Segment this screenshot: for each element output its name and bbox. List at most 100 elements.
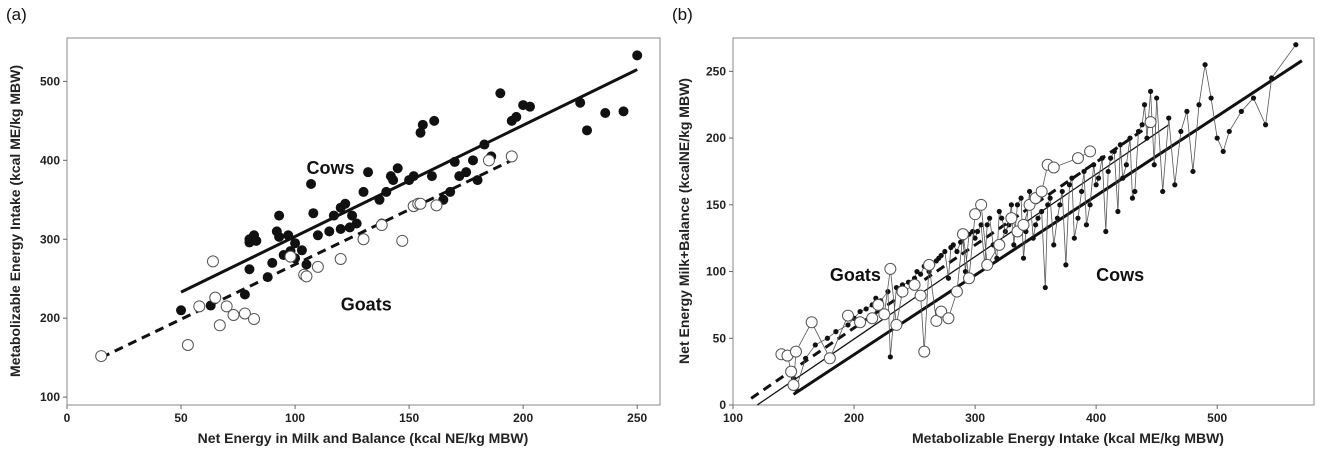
cow-point <box>1008 202 1014 208</box>
x-tick-label: 250 <box>627 411 647 425</box>
connector-line <box>1117 144 1121 212</box>
connector-line <box>1049 198 1055 245</box>
cow-point <box>1091 162 1097 168</box>
cow-point <box>328 210 339 221</box>
cow-point <box>408 171 419 182</box>
y-tick-label: 100 <box>706 265 726 279</box>
cow-point <box>1178 128 1184 135</box>
cow-point <box>296 245 307 256</box>
cow-point <box>1035 215 1041 221</box>
goat-point <box>914 289 927 302</box>
cow-point <box>1079 188 1085 195</box>
y-axis-label-a: Metabolizable Energy Intake (kcal ME/kg … <box>7 65 23 377</box>
cow-point <box>1020 255 1027 261</box>
connector-line <box>1271 44 1297 79</box>
goat-point <box>181 339 194 352</box>
connector-line <box>1174 131 1182 185</box>
cow-point <box>1220 148 1226 155</box>
connector-line <box>1098 158 1103 179</box>
y-tick-label: 50 <box>713 331 727 345</box>
connector-line <box>1119 144 1124 179</box>
cow-point <box>994 255 1000 261</box>
cow-point <box>954 248 960 255</box>
cow-point <box>239 289 250 300</box>
goat-point <box>284 250 297 263</box>
x-tick-label: 200 <box>844 411 864 425</box>
cow-point <box>1144 135 1150 141</box>
connector-line <box>883 268 891 315</box>
connector-line <box>1156 98 1164 192</box>
cow-point <box>1160 188 1166 195</box>
cow-point <box>1071 235 1077 241</box>
goat-point <box>482 154 495 167</box>
x-tick-label: 100 <box>285 411 305 425</box>
cow-point <box>1059 188 1065 195</box>
y-tick-label: 300 <box>40 232 60 246</box>
connector-line <box>948 247 952 279</box>
cow-point <box>1127 135 1133 141</box>
cow-point <box>984 222 990 228</box>
goat-point <box>981 258 994 271</box>
ticks-b: 100 200 300 400 500 0 50 100 150 200 250 <box>706 64 1228 425</box>
goat-point <box>805 316 818 329</box>
cow-point <box>1103 228 1109 235</box>
annotation-goats-b: Goats <box>830 265 881 285</box>
connector-line <box>980 204 988 265</box>
cow-point <box>445 186 456 197</box>
goat-point <box>227 309 240 322</box>
y-tick-label: 100 <box>40 390 60 404</box>
plot-frame-b <box>732 37 1315 406</box>
x-tick-label: 400 <box>1086 411 1106 425</box>
cow-point <box>887 354 893 360</box>
x-tick-label: 300 <box>965 411 985 425</box>
connector-line <box>1023 231 1027 259</box>
connector-line <box>887 291 891 357</box>
connector-line <box>928 264 937 321</box>
cow-point <box>857 308 863 315</box>
cow-point <box>358 186 369 197</box>
annotation-cows-b: Cows <box>1096 265 1144 285</box>
cow-point <box>274 231 285 242</box>
cow-point <box>1202 62 1208 68</box>
connector-line <box>968 214 976 279</box>
cow-point <box>1083 222 1090 228</box>
y-tick-label: 200 <box>40 311 60 325</box>
cow-point <box>1018 195 1024 201</box>
connector-line <box>1073 218 1079 239</box>
cow-point <box>845 322 851 328</box>
cow-point <box>1069 175 1075 181</box>
cow-point <box>942 248 948 255</box>
connector-line <box>980 224 986 265</box>
cow-point <box>351 218 362 229</box>
cow-point <box>972 235 978 241</box>
connector-line <box>1168 118 1176 185</box>
connector-line <box>1086 204 1091 225</box>
cow-point <box>1042 284 1048 291</box>
connector-line <box>1253 97 1266 125</box>
cow-point <box>600 107 611 118</box>
connector-line <box>1210 97 1218 139</box>
goat-point <box>908 278 921 291</box>
connector-line <box>956 234 964 292</box>
x-axis-label-a: Net Energy in Milk and Balance (kcal NE/… <box>198 430 529 446</box>
y-tick-label: 200 <box>706 131 726 145</box>
cow-point <box>1099 155 1105 161</box>
goat-point <box>1084 145 1097 158</box>
annotation-goats-a: Goats <box>341 294 392 314</box>
cow-point <box>1166 115 1172 121</box>
cow-point <box>290 238 301 249</box>
cow-point <box>347 210 358 221</box>
connector-line <box>1093 164 1097 185</box>
cow-point <box>1108 155 1114 161</box>
connector-line <box>889 268 897 325</box>
goat-point <box>918 345 931 358</box>
cow-point <box>1063 262 1069 268</box>
connector-line <box>805 344 816 359</box>
y-tick-label: 150 <box>706 198 726 212</box>
goat-point <box>884 262 897 275</box>
cow-point <box>274 210 285 221</box>
cow-point <box>511 111 522 122</box>
x-tick-label: 100 <box>723 411 743 425</box>
goat-point <box>375 219 388 232</box>
